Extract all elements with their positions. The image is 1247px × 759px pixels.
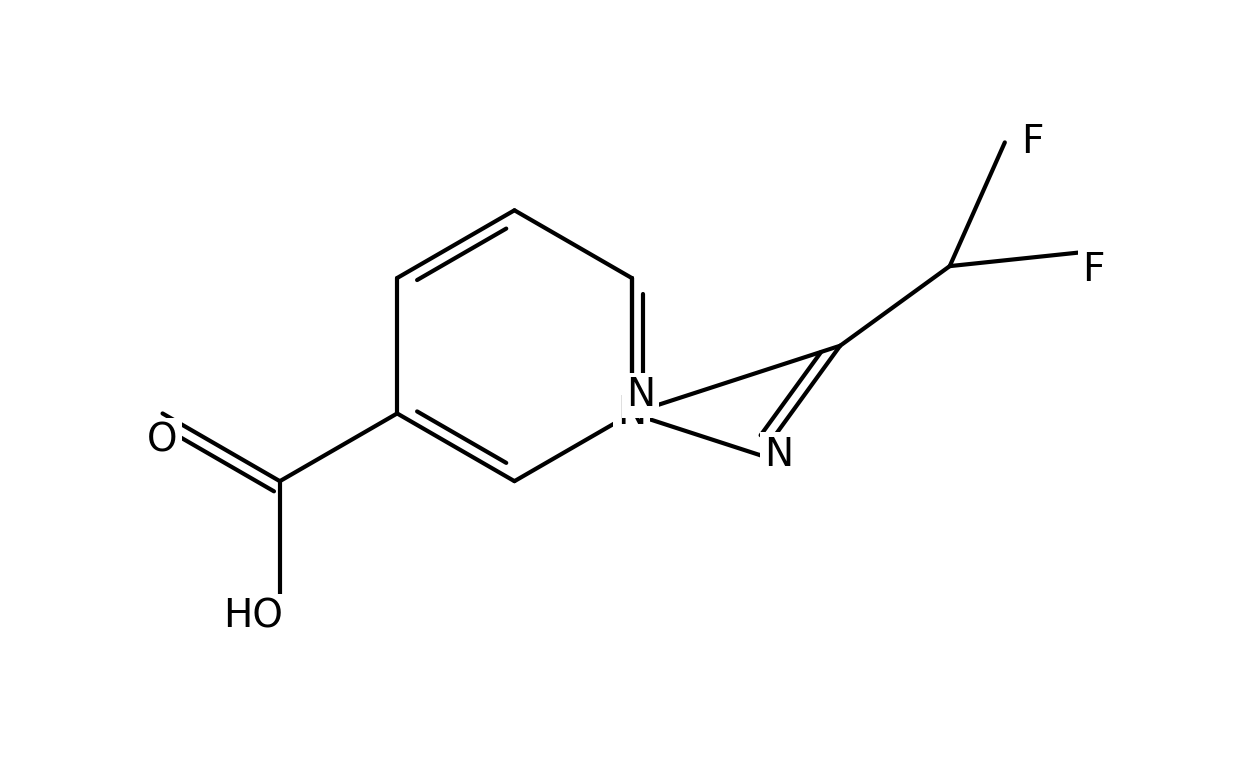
- Text: HO: HO: [223, 597, 283, 635]
- Text: O: O: [147, 421, 178, 459]
- Text: F: F: [1082, 251, 1105, 289]
- Text: N: N: [617, 395, 646, 433]
- Text: F: F: [1020, 124, 1044, 162]
- Text: N: N: [764, 436, 793, 474]
- Text: N: N: [626, 376, 656, 414]
